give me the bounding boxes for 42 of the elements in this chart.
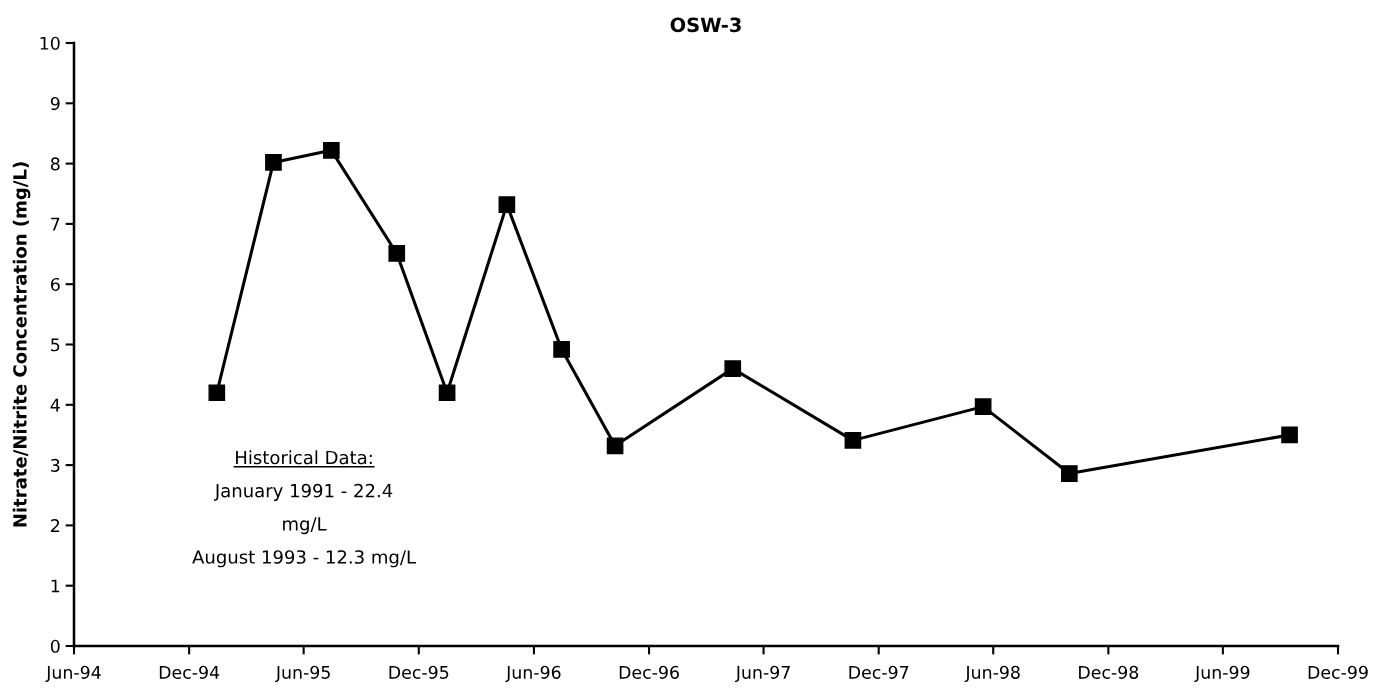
annotation: January 1991 - 22.4: [213, 483, 393, 501]
point: [498, 196, 516, 213]
point: [1061, 465, 1078, 482]
x-tick-label: Jun-98: [964, 665, 1020, 683]
y-tick-label: 1: [51, 579, 60, 593]
y-tick-label: 9: [50, 97, 60, 111]
x-tick-label: Jun-99: [1194, 665, 1250, 683]
y-tick-label: 7: [51, 217, 60, 231]
x-tick-label: Jun-97: [734, 665, 790, 683]
point: [974, 398, 992, 415]
x-tick-label: Dec-97: [849, 665, 909, 679]
y-tick-label: 4: [50, 398, 60, 412]
x-tick-label: Dec-94: [159, 665, 220, 679]
x-tick-label: Jun-96: [505, 665, 561, 683]
point: [1281, 426, 1298, 444]
point: [553, 340, 570, 358]
y-axis-title: Nitrate/Nitrite Concentration (mg/L): [12, 162, 31, 527]
y-tick-label: 0: [50, 639, 60, 653]
chart-title: OSW-3: [670, 17, 741, 33]
point: [438, 384, 456, 402]
point: [265, 154, 282, 171]
point: [388, 245, 406, 262]
y-tick-label: 3: [51, 458, 60, 472]
x-tick-label: Dec-99: [1308, 665, 1368, 679]
x-tick-label: Dec-95: [389, 665, 449, 679]
annotation: Historical Data:: [236, 450, 372, 465]
x-tick-label: Dec-96: [619, 665, 679, 679]
annotation: mg/L: [283, 517, 327, 535]
point: [208, 384, 226, 402]
point: [844, 432, 862, 449]
y-tick-label: 2: [51, 519, 60, 532]
y-tick-label: 10: [40, 36, 60, 50]
x-tick-label: Dec-98: [1079, 665, 1139, 679]
x-tick-label: Jun-95: [275, 665, 330, 683]
y-tick-label: 5: [51, 338, 60, 352]
point: [322, 141, 340, 159]
annotation: August 1993 - 12.3 mg/L: [192, 550, 416, 568]
y-tick-label: 8: [50, 157, 60, 171]
x-tick-label: Jun-94: [45, 665, 101, 683]
point: [724, 360, 742, 377]
y-tick-label: 6: [50, 277, 60, 292]
point: [606, 437, 624, 455]
